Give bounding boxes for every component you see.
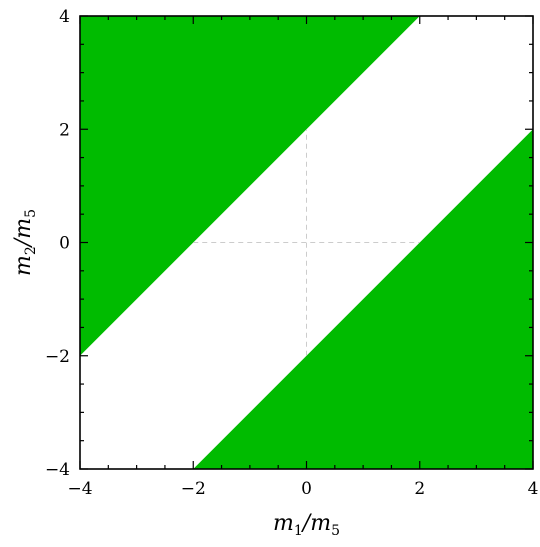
y-tick-label: −2: [45, 347, 70, 367]
axis-ticks: [79, 15, 534, 470]
y-tick-label: 2: [59, 120, 70, 140]
x-axis-label: m1/m5: [273, 511, 340, 539]
x-tick-label: 2: [414, 479, 425, 499]
x-tick-label: −2: [181, 479, 206, 499]
x-tick-label: 0: [301, 479, 312, 499]
tick-labels: −4 −2 0 2 4 −4 −2 0 2 4: [45, 7, 538, 499]
reference-lines: [193, 129, 420, 356]
y-tick-label: −4: [45, 460, 70, 480]
y-axis-label: m2/m5: [11, 209, 39, 276]
plot-area: [80, 16, 533, 469]
y-tick-label: 4: [59, 7, 70, 27]
y-tick-label: 0: [59, 234, 70, 254]
x-tick-label: −4: [67, 479, 92, 499]
x-tick-label: 4: [528, 479, 539, 499]
shaded-region-lower: [193, 129, 533, 469]
shaded-region-upper: [80, 16, 420, 356]
